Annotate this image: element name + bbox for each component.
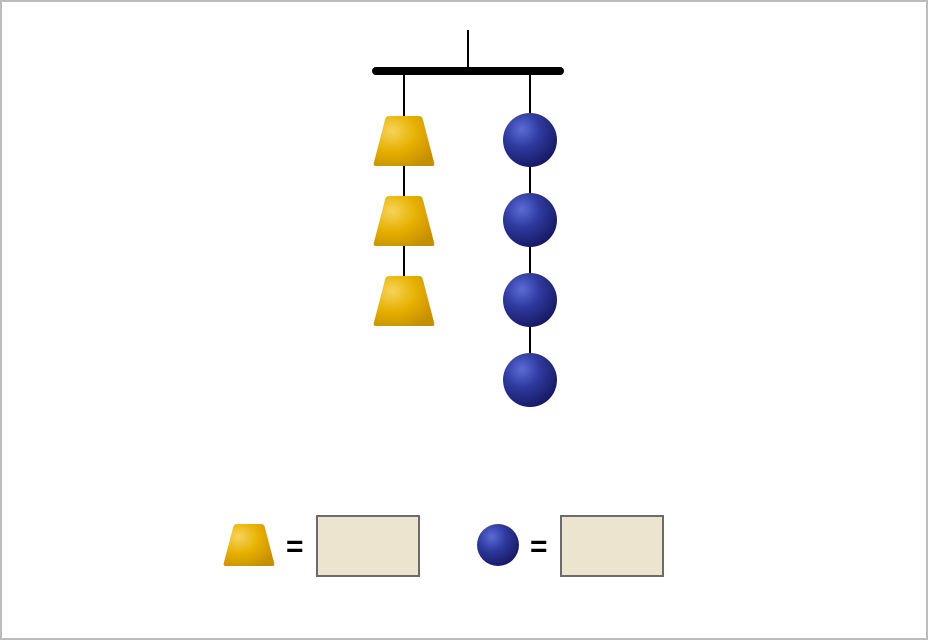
trapezoid-answer-box[interactable] bbox=[316, 515, 420, 577]
sphere-shape bbox=[503, 353, 557, 407]
sphere-shape bbox=[503, 273, 557, 327]
sphere-legend-icon bbox=[477, 524, 519, 566]
equals-sign-1: = bbox=[286, 530, 304, 564]
trapezoid-shape bbox=[374, 276, 435, 326]
trapezoid-shape bbox=[374, 116, 435, 166]
trapezoid-legend-icon bbox=[224, 524, 275, 566]
trapezoid-shape bbox=[374, 196, 435, 246]
sphere-shape bbox=[503, 193, 557, 247]
sphere-answer-box[interactable] bbox=[560, 515, 664, 577]
equals-sign-2: = bbox=[530, 530, 548, 564]
mobile-diagram bbox=[0, 0, 928, 640]
sphere-shape bbox=[503, 113, 557, 167]
